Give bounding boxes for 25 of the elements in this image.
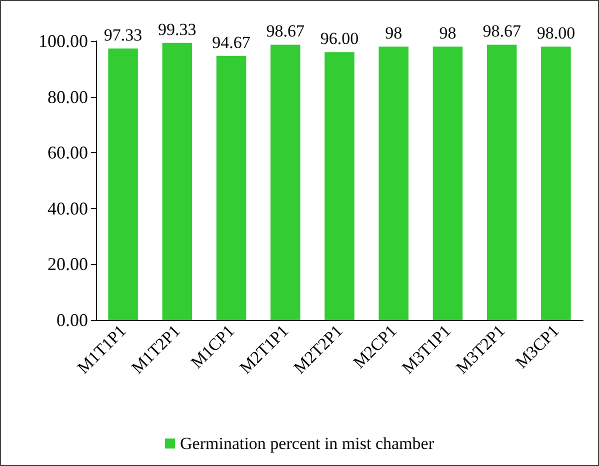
- bar: [324, 52, 354, 320]
- data-label: 98: [385, 24, 402, 43]
- data-label: 98.67: [482, 22, 522, 41]
- bar: [541, 46, 571, 320]
- data-label: 97.33: [104, 25, 142, 44]
- y-tick-label: 100.00: [38, 31, 88, 51]
- bar: [270, 44, 300, 320]
- y-tick-label: 20.00: [48, 254, 88, 274]
- y-tick-label: 0.00: [56, 310, 88, 330]
- data-label: 98: [439, 24, 456, 43]
- y-tick-label: 80.00: [48, 86, 88, 107]
- bar: [162, 42, 192, 320]
- data-label: 98.00: [536, 24, 576, 43]
- bar: [432, 46, 463, 320]
- data-label: 98.67: [266, 22, 306, 41]
- data-label: 94.67: [212, 32, 251, 52]
- bar: [108, 48, 138, 320]
- y-tick-label: 40.00: [48, 198, 88, 218]
- data-label: 99.33: [158, 20, 196, 39]
- data-label: 96.00: [320, 29, 359, 48]
- bar: [378, 46, 408, 320]
- legend-label: Germination percent in mist chamber: [180, 434, 434, 453]
- bar: [216, 56, 246, 320]
- y-tick-label: 60.00: [48, 142, 88, 163]
- bar: [486, 44, 517, 320]
